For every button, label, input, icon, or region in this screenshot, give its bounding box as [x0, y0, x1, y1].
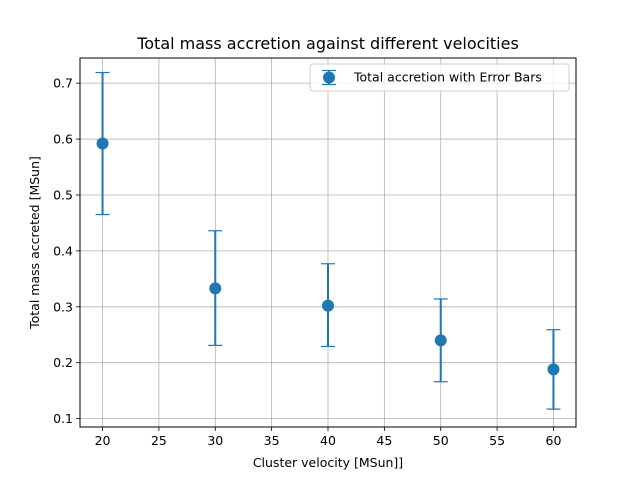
y-tick-label: 0.1	[53, 411, 73, 426]
data-point	[434, 334, 447, 347]
x-tick-label: 20	[95, 433, 111, 448]
data-point	[547, 363, 560, 376]
x-tick-label: 55	[489, 433, 505, 448]
legend-box	[309, 63, 570, 92]
legend-point	[323, 71, 335, 84]
y-axis-label: Total mass accreted [MSun]	[27, 156, 42, 330]
y-axis-ticks: 0.1 0.2 0.3 0.4 0.5 0.6 0.7	[53, 76, 80, 426]
y-tick-label: 0.6	[53, 132, 73, 147]
data-series	[95, 71, 561, 410]
legend: Total accretion with Error Bars	[309, 63, 570, 92]
plot-frame	[79, 57, 577, 428]
y-tick-label: 0.4	[53, 243, 73, 258]
x-tick-label: 60	[546, 433, 562, 448]
x-tick-label: 30	[207, 433, 223, 448]
chart-title: Total mass accretion against different v…	[136, 34, 519, 53]
x-tick-label: 35	[264, 433, 280, 448]
data-point	[209, 282, 222, 295]
x-axis-ticks: 20 25 30 35 40 45 50 55 60	[95, 427, 562, 448]
y-tick-label: 0.3	[53, 299, 73, 314]
y-tick-label: 0.5	[53, 187, 73, 202]
legend-label: Total accretion with Error Bars	[353, 70, 542, 85]
data-point	[322, 299, 334, 312]
grid-lines	[80, 58, 576, 427]
x-tick-label: 50	[433, 433, 449, 448]
data-point	[96, 137, 109, 150]
x-tick-label: 45	[376, 433, 392, 448]
y-tick-label: 0.7	[53, 76, 73, 91]
y-tick-label: 0.2	[53, 355, 73, 370]
x-tick-label: 25	[151, 433, 167, 448]
legend-marker	[322, 69, 336, 86]
x-axis-label: Cluster velocity [MSun]]	[253, 455, 403, 470]
x-tick-label: 40	[320, 433, 336, 448]
